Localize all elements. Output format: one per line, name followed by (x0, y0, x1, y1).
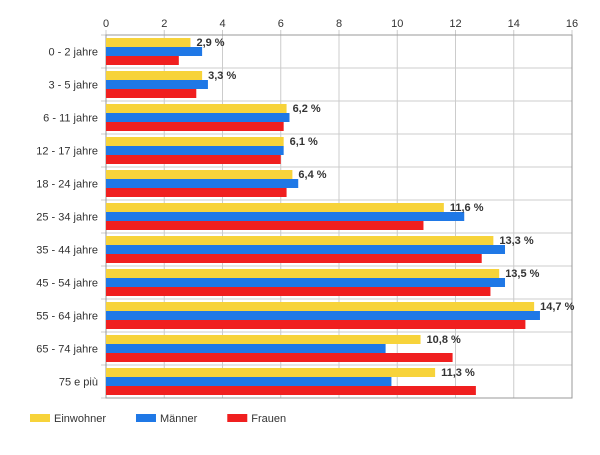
bar-einwohner (106, 302, 535, 311)
category-label: 75 e più (59, 377, 98, 389)
bar-m-nner (106, 278, 506, 287)
bar-frauen (106, 122, 284, 131)
data-label: 14,7 % (540, 301, 574, 313)
x-tick-label: 8 (336, 18, 342, 30)
bar-m-nner (106, 311, 540, 320)
category-label: 55 - 64 jahre (36, 311, 98, 323)
bar-m-nner (106, 344, 386, 353)
category-label: 18 - 24 jahre (36, 179, 98, 191)
bar-einwohner (106, 170, 293, 179)
bar-einwohner (106, 269, 500, 278)
bar-m-nner (106, 212, 465, 221)
data-label: 6,2 % (293, 103, 321, 115)
category-label: 65 - 74 jahre (36, 344, 98, 356)
data-label: 13,5 % (505, 268, 539, 280)
x-tick-label: 2 (161, 18, 167, 30)
bar-frauen (106, 188, 287, 197)
bar-einwohner (106, 137, 284, 146)
category-label: 25 - 34 jahre (36, 212, 98, 224)
data-label: 3,3 % (208, 70, 236, 82)
bar-einwohner (106, 236, 494, 245)
category-label: 12 - 17 jahre (36, 146, 98, 158)
bar-frauen (106, 287, 491, 296)
data-label: 11,6 % (450, 202, 484, 214)
bar-frauen (106, 89, 197, 98)
bar-m-nner (106, 47, 203, 56)
x-tick-label: 4 (219, 18, 225, 30)
bar-frauen (106, 155, 281, 164)
category-label: 45 - 54 jahre (36, 278, 98, 290)
data-label: 13,3 % (499, 235, 533, 247)
data-label: 6,4 % (298, 169, 326, 181)
x-tick-label: 10 (391, 18, 403, 30)
x-tick-label: 16 (566, 18, 578, 30)
legend-swatch (30, 414, 50, 422)
data-label: 10,8 % (427, 334, 461, 346)
category-label: 35 - 44 jahre (36, 245, 98, 257)
category-label: 6 - 11 jahre (43, 113, 98, 125)
legend-swatch (135, 414, 156, 422)
bar-frauen (106, 221, 424, 230)
x-tick-label: 12 (449, 18, 461, 30)
bar-frauen (106, 320, 526, 329)
legend-swatch (227, 414, 248, 422)
x-tick-label: 6 (278, 18, 284, 30)
legend-label: Frauen (251, 413, 286, 425)
bar-einwohner (106, 368, 436, 377)
data-label: 2,9 % (196, 37, 224, 49)
bar-m-nner (106, 113, 290, 122)
bar-einwohner (106, 71, 203, 80)
bar-einwohner (106, 38, 191, 47)
bar-m-nner (106, 245, 506, 254)
bar-m-nner (106, 80, 208, 89)
x-tick-label: 14 (508, 18, 520, 30)
category-label: 0 - 2 jahre (48, 47, 98, 59)
bar-m-nner (106, 179, 299, 188)
bar-m-nner (106, 146, 284, 155)
data-label: 6,1 % (290, 136, 318, 148)
data-label: 11,3 % (441, 367, 475, 379)
bar-frauen (106, 386, 476, 395)
legend-label: Einwohner (54, 413, 106, 425)
legend-label: Männer (160, 413, 198, 425)
x-tick-label: 0 (103, 18, 109, 30)
bar-frauen (106, 56, 179, 65)
bar-m-nner (106, 377, 392, 386)
bar-einwohner (106, 335, 421, 344)
category-label: 3 - 5 jahre (48, 80, 98, 92)
bar-frauen (106, 353, 453, 362)
bar-frauen (106, 254, 482, 263)
bar-einwohner (106, 104, 287, 113)
bar-einwohner (106, 203, 444, 212)
